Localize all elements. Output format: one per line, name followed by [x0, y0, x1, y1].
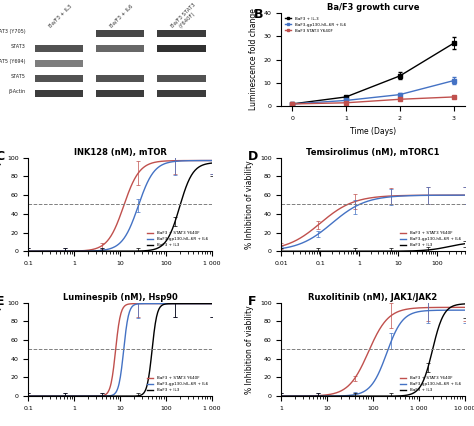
- Text: pSTAT5 (Y694): pSTAT5 (Y694): [0, 59, 26, 64]
- Legend: BaF3 + STAT3 Y640F, BaF3-gp130-hIL-6R + IL6, BaF3 + IL3: BaF3 + STAT3 Y640F, BaF3-gp130-hIL-6R + …: [398, 230, 463, 249]
- X-axis label: Time (Days): Time (Days): [350, 127, 396, 135]
- Legend: BaF3 + STAT3 Y640F, BaF3-gp130-hIL-6R + IL6, BaF3 + IL3: BaF3 + STAT3 Y640F, BaF3-gp130-hIL-6R + …: [398, 374, 463, 394]
- Text: Ba/F3 STAT3
(Y640F): Ba/F3 STAT3 (Y640F): [170, 2, 200, 33]
- Y-axis label: % Inhibition of viability: % Inhibition of viability: [246, 160, 255, 249]
- Text: E: E: [0, 295, 4, 308]
- Title: Ba/F3 growth curve: Ba/F3 growth curve: [327, 3, 419, 12]
- Bar: [35, 75, 83, 82]
- Legend: BaF3 + STAT3 Y640F, BaF3-gp130-hIL-6R + IL6, BaF3 + IL3: BaF3 + STAT3 Y640F, BaF3-gp130-hIL-6R + …: [146, 230, 210, 249]
- Y-axis label: % Inhibition of viability: % Inhibition of viability: [246, 305, 255, 394]
- Text: F: F: [248, 295, 257, 308]
- Bar: [157, 90, 206, 97]
- Y-axis label: Luminescence fold change: Luminescence fold change: [249, 9, 258, 110]
- Bar: [35, 60, 83, 66]
- Bar: [157, 75, 206, 82]
- Text: Ba/F3 + IL6: Ba/F3 + IL6: [109, 3, 134, 28]
- Text: D: D: [248, 150, 258, 163]
- Bar: [35, 90, 83, 97]
- Title: Luminespib (nM), Hsp90: Luminespib (nM), Hsp90: [63, 293, 177, 302]
- Text: Ba/F3 + IL3: Ba/F3 + IL3: [48, 3, 73, 28]
- Bar: [157, 30, 206, 37]
- Bar: [35, 45, 83, 52]
- Title: Ruxolitinib (nM), JAK1/JAK2: Ruxolitinib (nM), JAK1/JAK2: [308, 293, 438, 302]
- Bar: [157, 45, 206, 52]
- Title: Temsirolimus (nM), mTORC1: Temsirolimus (nM), mTORC1: [306, 148, 440, 157]
- Text: pSTAT3 (Y705): pSTAT3 (Y705): [0, 29, 26, 34]
- Text: β-Actin: β-Actin: [8, 89, 26, 94]
- Y-axis label: % Inhibition of viability: % Inhibition of viability: [0, 160, 1, 249]
- Text: STAT3: STAT3: [10, 44, 26, 49]
- Text: B: B: [254, 8, 264, 21]
- Text: STAT5: STAT5: [10, 74, 26, 79]
- Bar: [96, 90, 145, 97]
- Legend: BaF3 + STAT3 Y640F, BaF3-gp130-hIL-6R + IL6, BaF3 + IL3: BaF3 + STAT3 Y640F, BaF3-gp130-hIL-6R + …: [146, 374, 210, 394]
- Title: INK128 (nM), mTOR: INK128 (nM), mTOR: [73, 148, 166, 157]
- Bar: [96, 45, 145, 52]
- Legend: BaF3 + IL-3, BaF3-gp130-hIL-6R + IL6, BaF3 STAT3 Y640F: BaF3 + IL-3, BaF3-gp130-hIL-6R + IL6, Ba…: [283, 15, 347, 35]
- Text: C: C: [0, 150, 5, 163]
- Y-axis label: % Inhibition of viability: % Inhibition of viability: [0, 305, 1, 394]
- Bar: [96, 75, 145, 82]
- Bar: [96, 30, 145, 37]
